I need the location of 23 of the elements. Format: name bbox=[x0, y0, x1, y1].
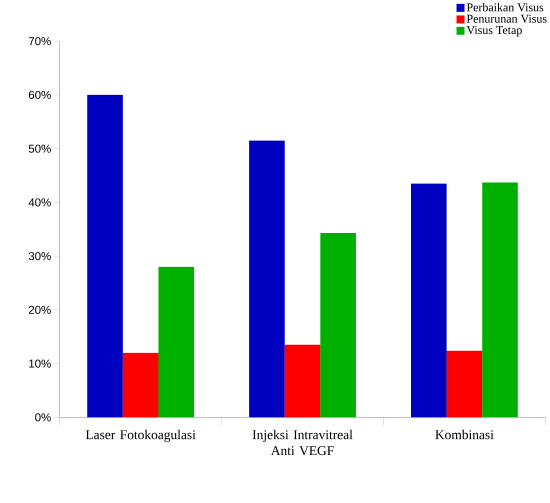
y-tick-label: 40% bbox=[28, 198, 51, 206]
bar bbox=[122, 352, 158, 418]
legend-label: Visus Tetap bbox=[466, 26, 522, 37]
y-tick-label: 60% bbox=[28, 90, 51, 99]
bar bbox=[320, 233, 356, 418]
y-tick-label: 30% bbox=[28, 252, 51, 260]
legend-label: Perbaikan Visus bbox=[466, 3, 544, 12]
bar bbox=[87, 94, 123, 418]
bar bbox=[446, 350, 482, 418]
legend-label: Penurunan Visus bbox=[466, 14, 547, 23]
bar bbox=[158, 266, 194, 418]
bar bbox=[482, 182, 518, 418]
x-tick-label: Injeksi Intravitreal Anti VEGF bbox=[252, 430, 353, 456]
y-tick-label: 10% bbox=[29, 360, 51, 368]
y-tick-label: 0% bbox=[35, 413, 51, 422]
bar bbox=[284, 344, 320, 418]
y-tick-label: 20% bbox=[28, 306, 51, 314]
bar bbox=[410, 184, 447, 418]
y-tick-label: 70% bbox=[28, 37, 51, 46]
x-tick-label: Kombinasi bbox=[435, 430, 494, 440]
bar bbox=[249, 140, 285, 418]
x-tick-label: Laser Fotokoagulasi bbox=[86, 430, 196, 442]
y-tick-label: 50% bbox=[28, 144, 51, 153]
